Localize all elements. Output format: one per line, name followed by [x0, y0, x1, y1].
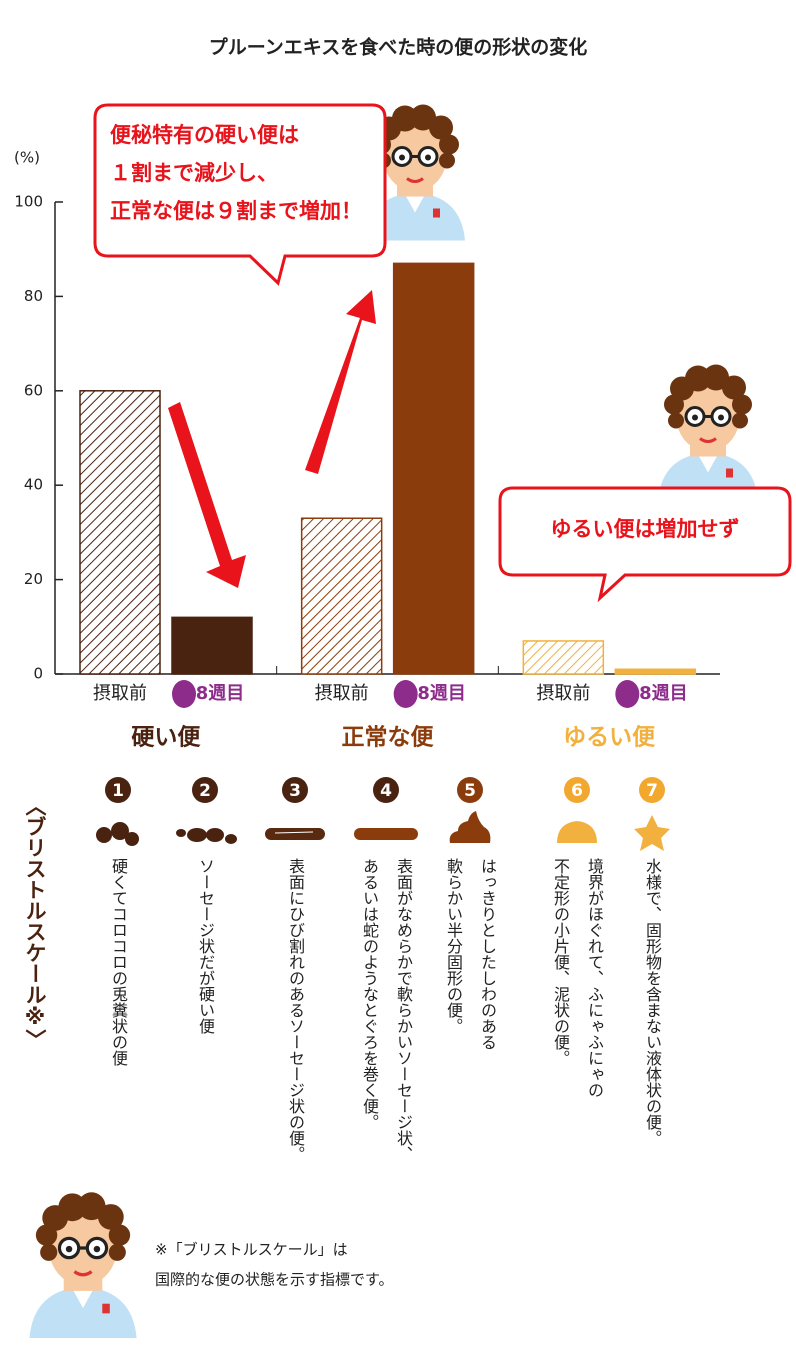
item-text-line: 水様で、固形物を含まない液体状の便。: [643, 858, 662, 1146]
stool-icon: [176, 828, 237, 844]
bar: [392, 262, 475, 675]
item-text-line: 軟らかい半分固形の便。: [444, 858, 463, 1034]
bar: [79, 390, 161, 675]
annotation: 便秘特有の硬い便は: [110, 123, 299, 147]
scale-title: 〈ブリストルスケール※〉: [23, 795, 47, 1050]
stool-icon: [634, 815, 670, 851]
bar: [522, 640, 605, 675]
item-text-line: あるいは蛇のようなとぐろを巻く便。: [360, 858, 379, 1130]
item-text-line: 硬くてコロコロの兎糞状の便: [109, 858, 128, 1066]
annotation: 正常な便は９割まで増加！: [110, 199, 362, 223]
item-text-line: ソーセージ状だが硬い便: [196, 858, 215, 1034]
prune-icon: [393, 680, 418, 708]
y-axis-label: (%): [14, 149, 40, 167]
item-text: 表面がなめらかで軟らかいソーセージ状、 あるいは蛇のようなとぐろを巻く便。: [352, 858, 420, 1162]
icon-part: [111, 822, 129, 840]
arrow: [305, 290, 376, 474]
footnote: 国際的な便の状態を示す指標です。: [155, 1271, 394, 1289]
y-tick-label: 40: [24, 476, 43, 494]
speech-bubble: [93, 103, 387, 286]
icon-part: [96, 827, 112, 843]
number-badge: [457, 777, 483, 803]
icon-part: [354, 828, 418, 840]
icon-part: [225, 834, 237, 844]
bar: [300, 517, 383, 675]
number-badge: [105, 777, 131, 803]
item-text-line: 表面がなめらかで軟らかいソーセージ状、: [394, 858, 413, 1162]
icon-part: [125, 832, 139, 846]
item-number: 3: [289, 781, 301, 801]
x-tick-label: 摂取前: [315, 683, 369, 704]
category-label: 硬い便: [131, 725, 201, 751]
annotation: １割まで減少し、: [110, 161, 278, 185]
stool-icon: [96, 822, 139, 846]
item-text: はっきりとしたしわのある 軟らかい半分固形の便。: [436, 858, 504, 1050]
y-tick-label: 100: [14, 193, 43, 211]
arrow: [168, 402, 246, 588]
item-text: ソーセージ状だが硬い便: [188, 858, 222, 1034]
chart-title: プルーンエキスを食べた時の便の形状の変化: [209, 36, 587, 59]
annotation: ゆるい便は増加せず: [551, 517, 740, 541]
number-badge: [373, 777, 399, 803]
item-text-line: 表面にひび割れのあるソーセージ状の便。: [286, 858, 305, 1162]
character: [27, 1190, 139, 1338]
number-badge: [639, 777, 665, 803]
icon-part: [634, 815, 670, 851]
item-number: 4: [380, 781, 392, 801]
bar: [614, 668, 697, 675]
character: [656, 362, 760, 503]
prune-icon: [615, 680, 640, 708]
y-tick-label: 0: [33, 665, 43, 683]
y-tick-label: 20: [24, 570, 43, 588]
icon-part: [187, 828, 207, 842]
speech-bubble: [498, 486, 792, 603]
number-badge: [564, 777, 590, 803]
icon-part: [449, 811, 491, 843]
item-text: 硬くてコロコロの兎糞状の便: [101, 858, 135, 1066]
y-tick-label: 80: [24, 287, 43, 305]
prune-icon: [172, 680, 196, 708]
icon-part: [274, 831, 314, 834]
footnote: ※「ブリストルスケール」は: [155, 1241, 348, 1259]
stool-icon: [265, 828, 325, 840]
icon-part: [557, 821, 597, 843]
item-text-line: 不定形の小片便、泥状の便。: [551, 858, 570, 1066]
item-number: 6: [571, 781, 583, 801]
icon-part: [265, 828, 325, 840]
category-label: 正常な便: [342, 725, 435, 751]
item-text: 境界がほぐれて、ふにゃふにゃの 不定形の小片便、泥状の便。: [543, 858, 611, 1098]
x-tick-label: 摂取前: [93, 683, 147, 704]
icon-part: [206, 828, 224, 842]
y-tick-label: 60: [24, 381, 43, 399]
stool-icon: [354, 828, 418, 840]
icon-part: [176, 829, 186, 837]
item-number: 7: [646, 781, 658, 801]
number-badge: [282, 777, 308, 803]
category-label: ゆるい便: [563, 725, 656, 751]
x-tick-label: 8週目: [196, 683, 245, 704]
stool-icon: [449, 811, 491, 843]
x-tick-label: 8週目: [417, 683, 466, 704]
number-badge: [192, 777, 218, 803]
item-text-line: はっきりとしたしわのある: [478, 858, 497, 1050]
x-tick-label: 摂取前: [536, 683, 590, 704]
item-number: 5: [464, 781, 476, 801]
bar: [171, 616, 253, 675]
item-text-line: 境界がほぐれて、ふにゃふにゃの: [585, 858, 604, 1098]
item-number: 1: [112, 781, 124, 801]
stool-icon: [557, 821, 597, 843]
x-tick-label: 8週目: [639, 683, 688, 704]
item-number: 2: [199, 781, 211, 801]
item-text: 水様で、固形物を含まない液体状の便。: [635, 858, 669, 1146]
item-text: 表面にひび割れのあるソーセージ状の便。: [278, 858, 312, 1162]
